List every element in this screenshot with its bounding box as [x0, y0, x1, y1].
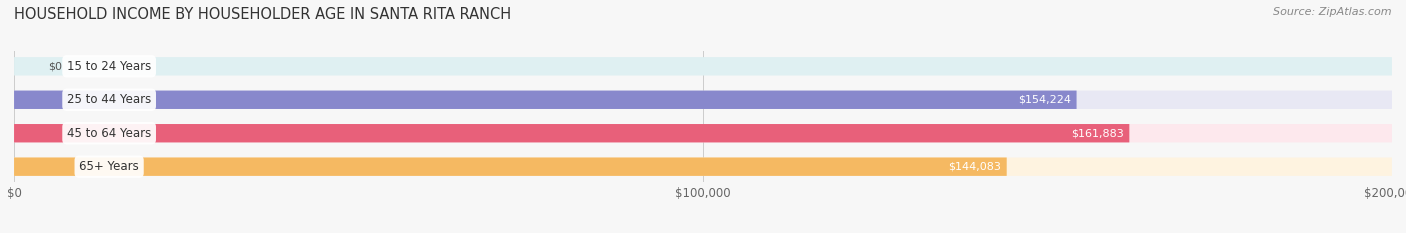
- Text: HOUSEHOLD INCOME BY HOUSEHOLDER AGE IN SANTA RITA RANCH: HOUSEHOLD INCOME BY HOUSEHOLDER AGE IN S…: [14, 7, 512, 22]
- Text: $154,224: $154,224: [1018, 95, 1071, 105]
- Text: $161,883: $161,883: [1071, 128, 1123, 138]
- FancyBboxPatch shape: [14, 158, 1007, 176]
- FancyBboxPatch shape: [14, 158, 1392, 176]
- FancyBboxPatch shape: [14, 91, 1392, 109]
- FancyBboxPatch shape: [14, 124, 1392, 142]
- Text: $0: $0: [48, 61, 62, 71]
- FancyBboxPatch shape: [14, 124, 1129, 142]
- FancyBboxPatch shape: [14, 57, 1392, 75]
- FancyBboxPatch shape: [14, 91, 1077, 109]
- Text: 45 to 64 Years: 45 to 64 Years: [67, 127, 152, 140]
- Text: 25 to 44 Years: 25 to 44 Years: [67, 93, 152, 106]
- Text: Source: ZipAtlas.com: Source: ZipAtlas.com: [1274, 7, 1392, 17]
- Text: $144,083: $144,083: [948, 162, 1001, 172]
- Text: 65+ Years: 65+ Years: [79, 160, 139, 173]
- Text: 15 to 24 Years: 15 to 24 Years: [67, 60, 152, 73]
